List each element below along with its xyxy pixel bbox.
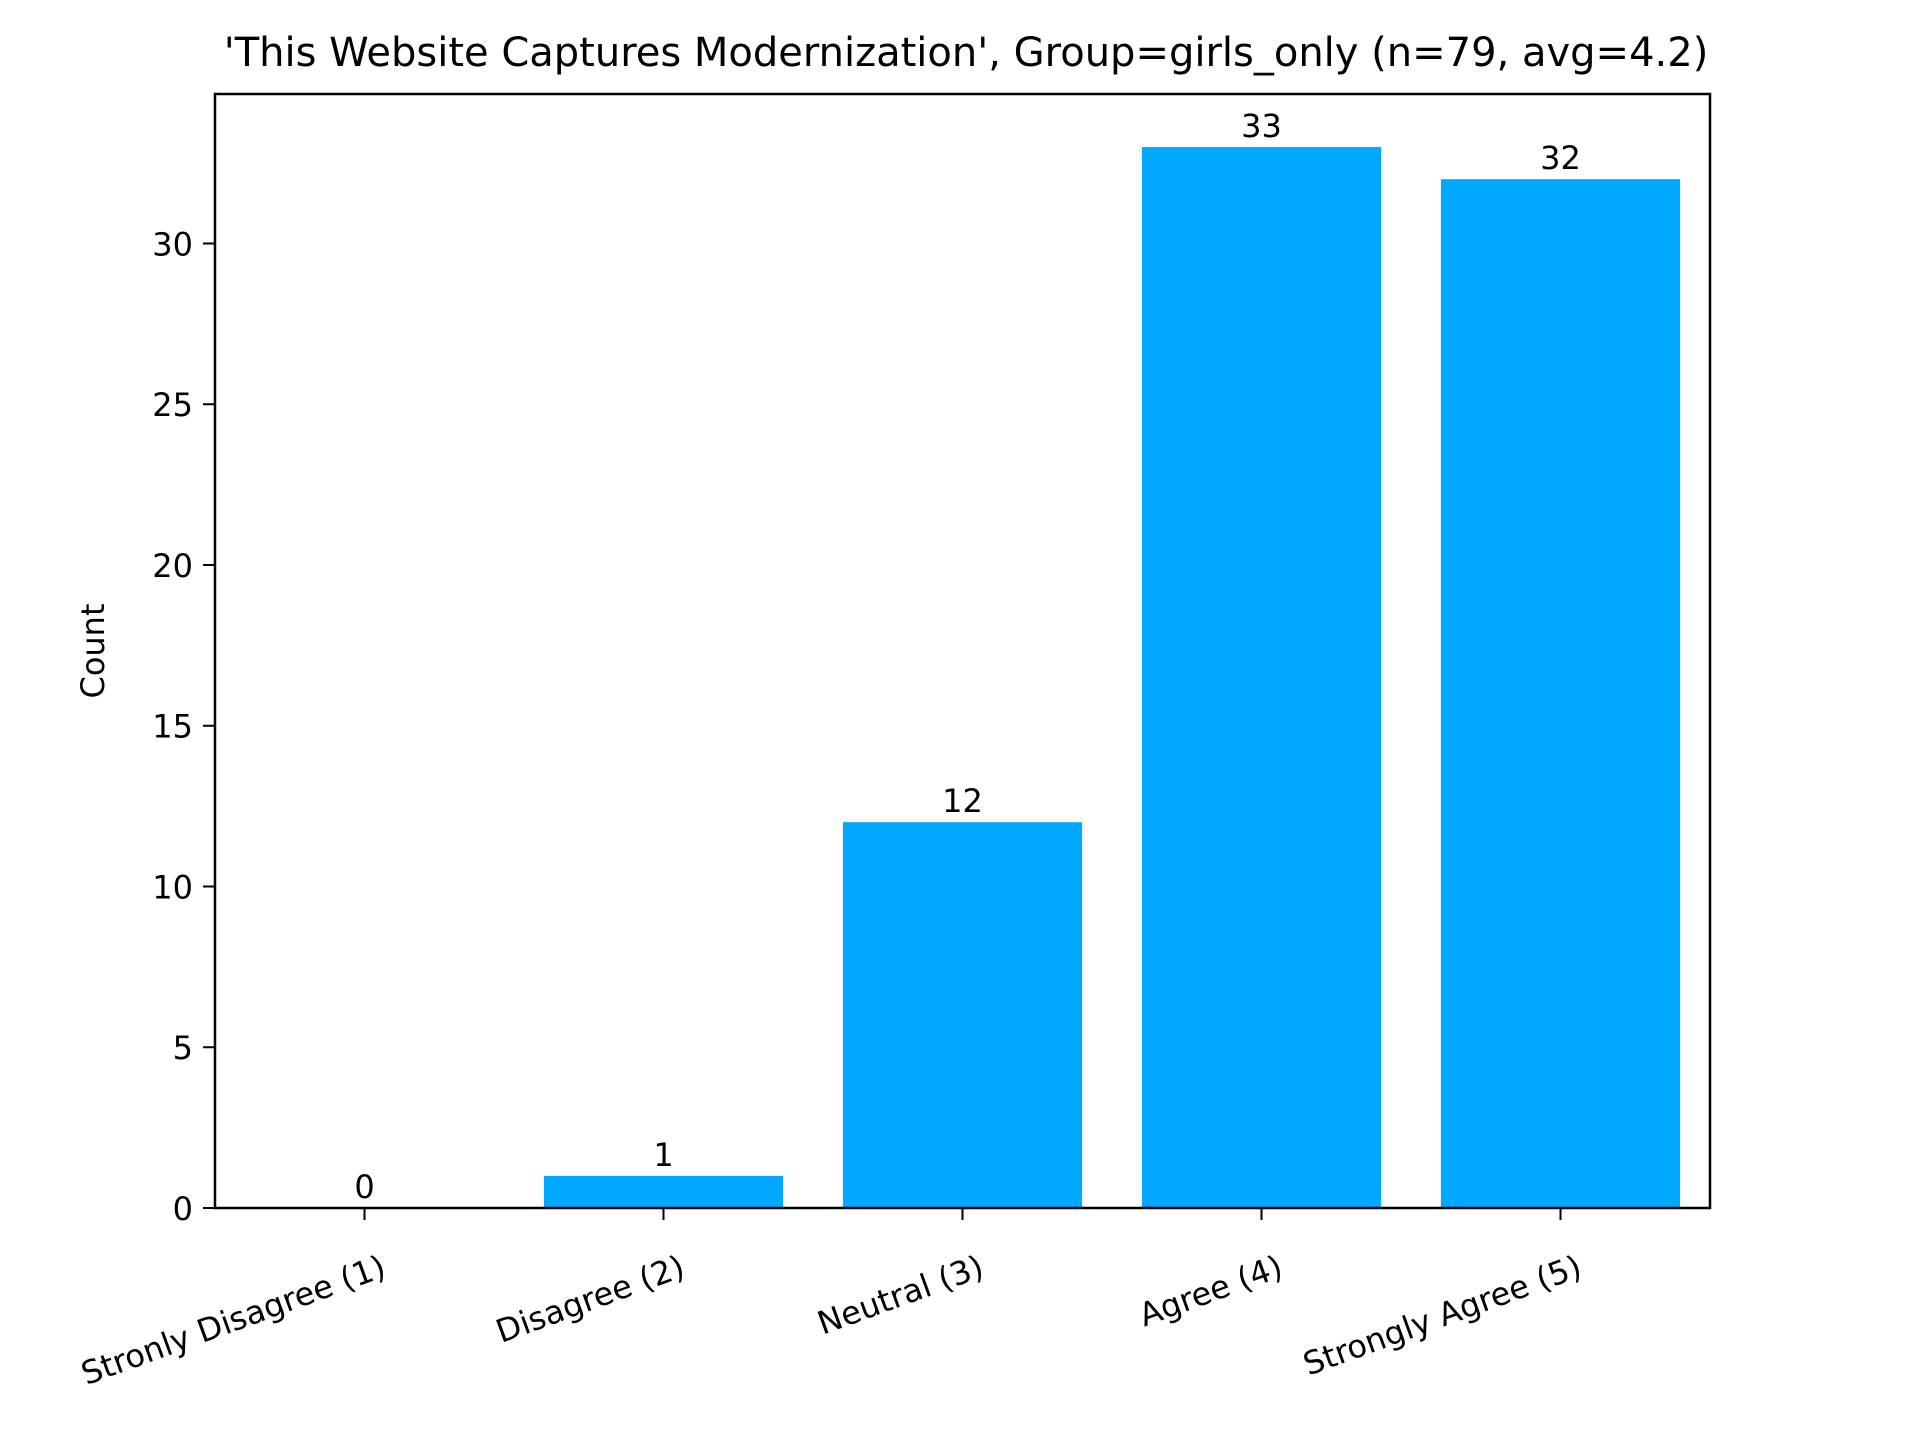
y-axis-ticks: 0 5 10 15 20 25 30 (152, 225, 215, 1228)
x-tick-label: Neutral (3) (812, 1247, 988, 1342)
bar-value-label: 0 (354, 1168, 374, 1206)
x-tick-label: Agree (4) (1134, 1247, 1288, 1334)
bars-layer (543, 147, 1681, 1209)
bar-value-label: 33 (1241, 107, 1282, 145)
x-tick-label: Strongly Agree (5) (1298, 1247, 1586, 1383)
x-tick-label: Disagree (2) (491, 1247, 690, 1350)
y-tick-label: 10 (152, 868, 193, 906)
y-tick-label: 30 (152, 225, 193, 263)
bar (842, 822, 1083, 1208)
bar-value-label: 32 (1540, 139, 1581, 177)
bar-value-label: 12 (942, 782, 983, 820)
chart-title: 'This Website Captures Modernization', G… (224, 30, 1709, 76)
y-tick-label: 25 (152, 386, 193, 424)
bar-value-label: 1 (653, 1136, 673, 1174)
bar (1141, 147, 1382, 1209)
y-tick-label: 5 (173, 1029, 193, 1067)
y-tick-label: 0 (173, 1190, 193, 1228)
y-tick-label: 15 (152, 708, 193, 746)
x-axis-ticks: Stronly Disagree (1) Disagree (2) Neutral … (76, 1208, 1586, 1393)
bar (1440, 179, 1681, 1208)
plot-area-frame (213, 92, 1712, 1210)
bar-labels-layer: 0 1 12 33 32 (354, 107, 1581, 1206)
y-axis-label: Count (74, 603, 112, 698)
y-tick-label: 20 (152, 547, 193, 585)
x-tick-label: Stronly Disagree (1) (76, 1247, 390, 1392)
bar (543, 1175, 784, 1208)
